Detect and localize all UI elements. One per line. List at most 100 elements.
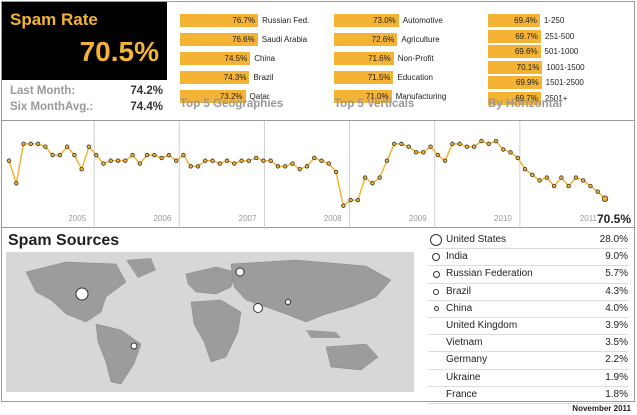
trend-point (384, 158, 390, 163)
spam-sources-title: Spam Sources (8, 232, 120, 249)
source-country: Vietnam (446, 337, 483, 349)
trend-point (79, 166, 84, 172)
trend-point (57, 152, 63, 158)
source-bubble-icon (433, 306, 439, 312)
africa-shape (190, 299, 242, 363)
six-month-value: 74.4% (130, 101, 163, 113)
trend-point (159, 155, 164, 161)
year-label: 2008 (324, 214, 342, 223)
spam-rate-kpi: Spam Rate 70.5% (2, 2, 167, 80)
trend-point (115, 158, 121, 163)
geographies-label: Brazil (253, 73, 274, 82)
trend-point (94, 152, 99, 158)
verticals-label: Automotive (402, 16, 443, 25)
verticals-panel: 73.0% Automotive 72.6% Agriculture 71.6% Non-… (334, 12, 474, 107)
geographies-row: 76.7% Russian Fed. (180, 12, 320, 30)
source-percent: 28.0% (599, 234, 628, 245)
geographies-row: 73.2% Qatar (180, 88, 320, 106)
geographies-bar: 76.7% (180, 14, 259, 27)
trend-point (173, 158, 179, 163)
verticals-title: Top 5 Verticals (334, 98, 415, 110)
verticals-label: Agriculture (401, 35, 440, 44)
trend-point (86, 144, 92, 149)
trend-point (595, 189, 600, 194)
trend-point (14, 181, 19, 186)
trend-point (326, 161, 332, 166)
horizontal-label: 2501+ (544, 93, 568, 103)
trend-line (8, 140, 606, 208)
source-country: Ukraine (446, 371, 481, 383)
trend-point (450, 141, 455, 147)
spam-rate-trend-chart: 2005 2006 2007 2008 2009 2010 2011 (1, 120, 635, 229)
verticals-row: 72.6% Agriculture (334, 31, 474, 49)
horizontal-bar: 69.6% (488, 45, 541, 59)
source-row: China 4.0% (428, 301, 628, 318)
trend-point (435, 152, 441, 158)
trend-point (224, 158, 230, 163)
trend-point (152, 152, 157, 158)
geographies-panel: 76.7% Russian Fed. 76.6% Saudi Arabia 74.5% C… (180, 12, 320, 107)
verticals-label: Manufacturing (395, 92, 447, 101)
trend-point (421, 150, 426, 155)
trend-point (166, 152, 172, 158)
trend-point (50, 152, 55, 158)
verticals-label: Education (397, 73, 433, 82)
six-month-label: Six MonthAvg.: (10, 101, 94, 113)
trend-point (319, 158, 324, 163)
trend-point (253, 155, 259, 161)
trend-point (101, 161, 106, 166)
trend-point (428, 144, 433, 149)
verticals-bar: 72.6% (334, 33, 398, 46)
trend-point (297, 166, 302, 172)
verticals-bar: 71.6% (334, 52, 394, 65)
verticals-bar: 71.5% (334, 71, 394, 84)
trend-point (312, 155, 317, 161)
source-row: France 1.8% (428, 387, 628, 404)
verticals-bar: 73.0% (334, 14, 399, 27)
geographies-label: Saudi Arabia (261, 35, 308, 44)
horizontal-row: 70.1% 1001-1500 (488, 59, 628, 74)
trend-point (580, 178, 586, 183)
source-country: Russian Federation (446, 268, 533, 280)
horizontal-label: 501-1000 (544, 47, 579, 57)
trend-point (566, 183, 571, 189)
source-percent: 1.8% (605, 388, 628, 400)
source-row: Russian Federation 5.7% (428, 266, 628, 284)
trend-point (559, 175, 564, 180)
trend-point (471, 144, 477, 149)
geographies-bar: 74.3% (180, 71, 250, 84)
trend-point (362, 175, 368, 180)
geographies-row: 76.6% Saudi Arabia (180, 31, 320, 49)
geographies-label: Qatar (249, 92, 270, 101)
verticals-row: 71.5% Education (334, 69, 474, 87)
trend-point (333, 169, 339, 175)
trend-point (195, 164, 201, 169)
trend-point (406, 144, 411, 149)
trend-point (486, 141, 491, 147)
trend-point (348, 197, 353, 203)
europe-shape (185, 266, 237, 295)
trend-point (181, 152, 186, 158)
horizontal-bar: 69.7% (488, 29, 541, 43)
source-percent: 9.0% (605, 251, 628, 263)
world-map-svg (6, 252, 414, 392)
source-country: China (446, 302, 473, 314)
source-percent: 4.0% (605, 302, 628, 314)
source-bubble-icon (430, 234, 442, 246)
year-label: 2006 (153, 214, 171, 223)
trend-point (442, 158, 448, 163)
trend-point (43, 144, 48, 149)
trend-point (377, 175, 382, 180)
trend-point (261, 158, 266, 163)
year-label: 2005 (68, 214, 86, 223)
verticals-row: 73.0% Automotive (334, 12, 474, 30)
trend-point (239, 158, 244, 163)
geographies-label: China (254, 54, 276, 63)
trend-point (392, 141, 397, 147)
last-month-label: Last Month: (10, 85, 76, 97)
report-date: November 2011 (572, 404, 631, 413)
source-country: United States (446, 234, 507, 245)
trend-point (137, 161, 143, 166)
trend-point (203, 158, 208, 163)
trend-point (399, 141, 404, 147)
